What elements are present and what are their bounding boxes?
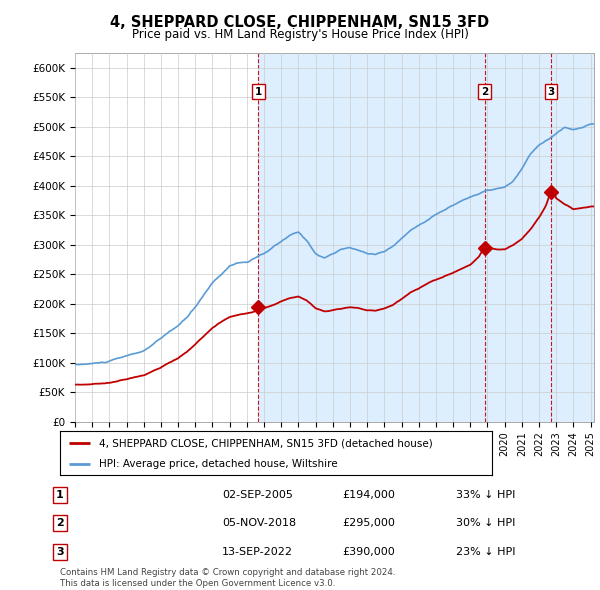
Text: 05-NOV-2018: 05-NOV-2018 (222, 519, 296, 528)
Text: £390,000: £390,000 (342, 547, 395, 556)
Text: 4, SHEPPARD CLOSE, CHIPPENHAM, SN15 3FD: 4, SHEPPARD CLOSE, CHIPPENHAM, SN15 3FD (110, 15, 490, 30)
Text: 30% ↓ HPI: 30% ↓ HPI (456, 519, 515, 528)
Text: This data is licensed under the Open Government Licence v3.0.: This data is licensed under the Open Gov… (60, 579, 335, 588)
Text: HPI: Average price, detached house, Wiltshire: HPI: Average price, detached house, Wilt… (99, 459, 338, 469)
Text: 3: 3 (547, 87, 554, 97)
Text: 1: 1 (56, 490, 64, 500)
Text: Contains HM Land Registry data © Crown copyright and database right 2024.: Contains HM Land Registry data © Crown c… (60, 568, 395, 577)
Text: Price paid vs. HM Land Registry's House Price Index (HPI): Price paid vs. HM Land Registry's House … (131, 28, 469, 41)
Text: £295,000: £295,000 (342, 519, 395, 528)
Text: 02-SEP-2005: 02-SEP-2005 (222, 490, 293, 500)
Text: 1: 1 (255, 87, 262, 97)
Text: 33% ↓ HPI: 33% ↓ HPI (456, 490, 515, 500)
Text: 4, SHEPPARD CLOSE, CHIPPENHAM, SN15 3FD (detached house): 4, SHEPPARD CLOSE, CHIPPENHAM, SN15 3FD … (99, 438, 433, 448)
Text: 2: 2 (481, 87, 488, 97)
Bar (259, 53, 485, 422)
Bar (551, 53, 594, 422)
Text: 23% ↓ HPI: 23% ↓ HPI (456, 547, 515, 556)
Bar (485, 53, 551, 422)
Text: 2: 2 (56, 519, 64, 528)
Text: 3: 3 (56, 547, 64, 556)
Text: £194,000: £194,000 (342, 490, 395, 500)
Text: 13-SEP-2022: 13-SEP-2022 (222, 547, 293, 556)
